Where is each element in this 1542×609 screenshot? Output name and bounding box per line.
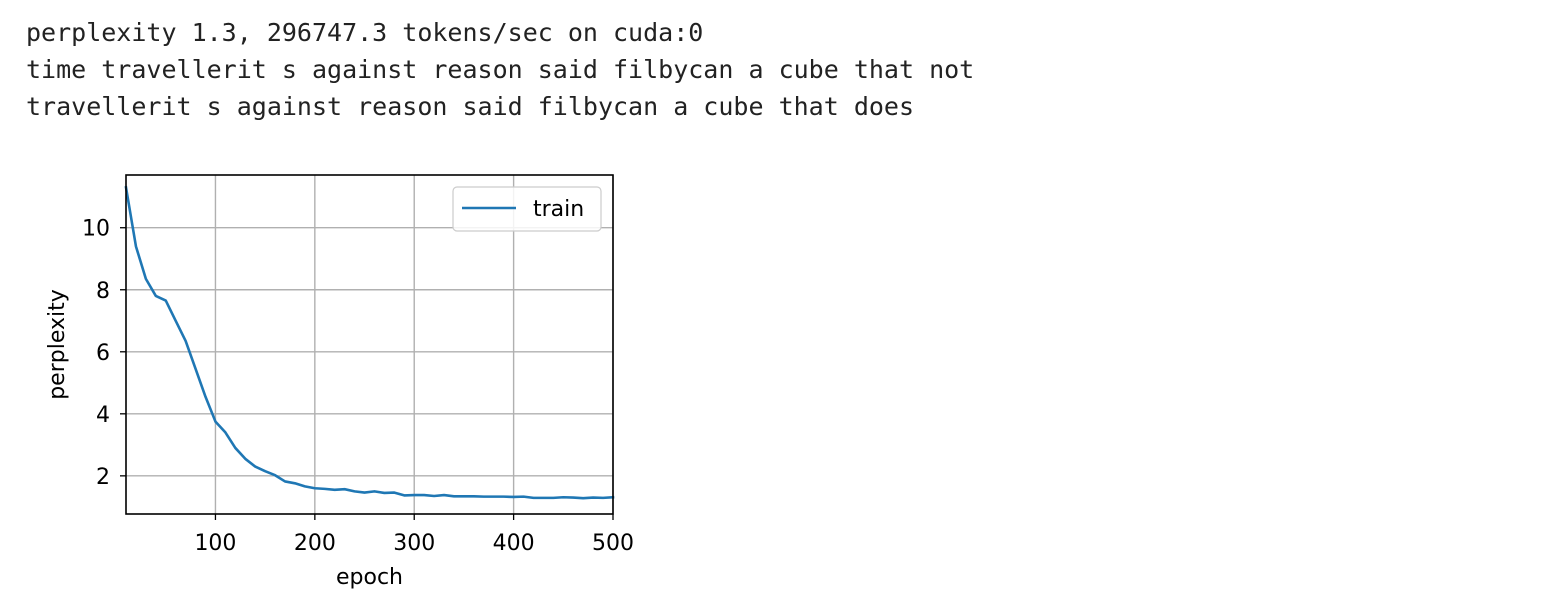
output-line-perplexity: perplexity 1.3, 296747.3 tokens/sec on c…	[26, 18, 704, 47]
legend-box	[452, 186, 602, 232]
legend-label-train: train	[533, 197, 584, 222]
x-tick-label-300: 300	[393, 531, 435, 556]
y-tick-label-8: 8	[96, 279, 110, 304]
plot-frame	[125, 174, 614, 515]
x-tick-label-500: 500	[592, 531, 634, 556]
y-tick-label-6: 6	[96, 341, 110, 366]
x-axis-label: epoch	[336, 565, 403, 590]
console-output: perplexity 1.3, 296747.3 tokens/sec on c…	[26, 14, 974, 125]
x-axis: 100 200 300 400 500	[194, 514, 634, 556]
y-axis: 2 4 6 8 10	[82, 217, 126, 490]
x-tick-label-400: 400	[493, 531, 535, 556]
grid	[126, 175, 614, 514]
y-tick-label-10: 10	[82, 217, 110, 242]
x-tick-label-100: 100	[194, 531, 236, 556]
output-line-sample-2: travellerit s against reason said filbyc…	[26, 92, 915, 121]
x-tick-label-200: 200	[294, 531, 336, 556]
output-line-sample-1: time travellerit s against reason said f…	[26, 55, 975, 84]
y-tick-label-4: 4	[96, 403, 110, 428]
series-layer	[124, 185, 615, 500]
y-tick-label-2: 2	[96, 465, 110, 490]
legend: train	[452, 186, 602, 232]
series-line-train	[124, 185, 615, 500]
y-axis-label: perplexity	[45, 289, 70, 400]
